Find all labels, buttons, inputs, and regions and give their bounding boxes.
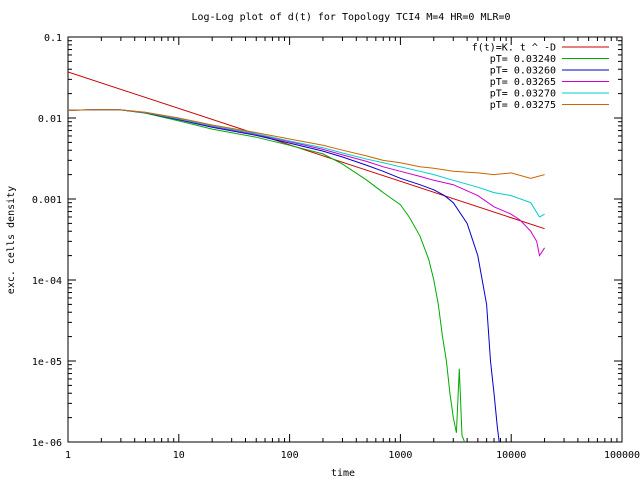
x-tick-label: 1: [65, 450, 71, 461]
legend-label: pT= 0.03260: [490, 66, 556, 77]
y-axis-label: exc. cells density: [6, 186, 17, 294]
x-tick-label: 100: [281, 450, 299, 461]
axes: 1 10 100 1000 10000 100000 1e-06 1e-05 1e-04 0.00…: [32, 33, 640, 461]
series-line-pt-0-03270: [68, 109, 545, 218]
x-tick-label: 100000: [604, 450, 640, 461]
legend-label: f(t)=K. t ^ -D: [472, 43, 556, 54]
y-tick-label: 1e-04: [32, 276, 62, 287]
legend-label: pT= 0.03275: [490, 100, 556, 111]
legend-label: pT= 0.03240: [490, 54, 556, 65]
legend-label: pT= 0.03270: [490, 89, 556, 100]
y-tick-label: 0.01: [38, 114, 62, 125]
legend-label: pT= 0.03265: [490, 77, 556, 88]
series-line-pt-0-03275: [68, 109, 545, 179]
x-axis-label: time: [331, 468, 355, 479]
x-tick-label: 1000: [388, 450, 412, 461]
series-line-pt-0-03265: [68, 109, 546, 257]
x-tick-label: 10000: [496, 450, 526, 461]
chart-title: Log-Log plot of d(t) for Topology TCI4 M…: [191, 12, 510, 23]
y-tick-label: 1e-05: [32, 357, 62, 368]
series-lines: [68, 71, 546, 442]
plot-frame: [67, 36, 623, 443]
series-line-pt-0-03260: [68, 109, 500, 442]
x-tick-label: 10: [173, 450, 185, 461]
series-line-pt-0-03240: [68, 109, 466, 442]
y-tick-label: 0.001: [32, 195, 62, 206]
series-line-f-t-k-t-d: [68, 71, 545, 230]
y-tick-label: 1e-06: [32, 438, 62, 449]
y-tick-label: 0.1: [44, 33, 62, 44]
